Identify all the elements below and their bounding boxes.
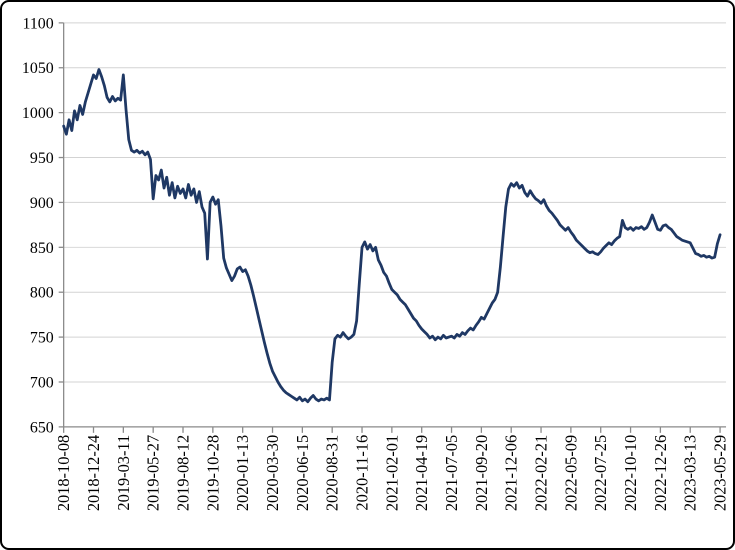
y-tick-label-750: 750: [30, 330, 54, 347]
y-axis-labels: 650 700 750 800 850 900 950 1000 1050 1100: [22, 15, 54, 436]
y-tick-label-850: 850: [30, 240, 54, 257]
x-tick-label-8: 2020-06-15: [293, 435, 312, 511]
x-tick-label-18: 2022-07-25: [591, 435, 610, 511]
x-tick-label-21: 2023-03-13: [681, 435, 700, 511]
y-tick-label-650: 650: [30, 419, 54, 436]
x-tick-label-22: 2023-05-29: [711, 435, 730, 511]
x-tick-label-6: 2020-01-13: [233, 435, 252, 511]
axes: [58, 22, 727, 433]
x-tick-label-9: 2020-08-31: [323, 435, 342, 511]
y-tick-label-900: 900: [30, 195, 54, 212]
data-series: [62, 68, 722, 404]
price-line: [62, 68, 722, 404]
x-tick-label-16: 2022-02-21: [532, 435, 551, 511]
x-tick-label-2: 2019-03-11: [114, 435, 133, 511]
x-tick-label-11: 2021-02-01: [382, 435, 401, 511]
x-tick-label-20: 2022-12-26: [651, 435, 670, 511]
y-tick-label-700: 700: [30, 374, 54, 391]
x-tick-label-10: 2020-11-16: [352, 435, 371, 511]
x-tick-label-4: 2019-08-12: [173, 435, 192, 511]
x-tick-label-14: 2021-09-20: [472, 435, 491, 511]
y-tick-label-1050: 1050: [22, 60, 54, 77]
y-tick-label-800: 800: [30, 285, 54, 302]
x-tick-label-7: 2020-03-30: [263, 435, 282, 511]
x-tick-label-3: 2019-05-27: [144, 435, 163, 511]
x-tick-label-5: 2019-10-28: [203, 435, 222, 511]
x-tick-label-1: 2018-12-24: [84, 435, 103, 511]
y-gridlines: [63, 22, 727, 383]
x-tick-label-0: 2018-10-08: [54, 435, 73, 511]
y-tick-label-1100: 1100: [23, 15, 54, 32]
x-axis-labels: 2018-10-08 2018-12-24 2019-03-11 2019-05-27…: [54, 435, 729, 511]
x-tick-label-19: 2022-10-10: [621, 435, 640, 511]
x-tick-label-17: 2022-05-09: [561, 435, 580, 511]
y-tick-label-1000: 1000: [22, 105, 54, 122]
x-tick-label-13: 2021-07-05: [442, 435, 461, 511]
y-tick-label-950: 950: [30, 150, 54, 167]
x-tick-label-15: 2021-12-06: [502, 435, 521, 511]
x-tick-label-12: 2021-04-19: [412, 435, 431, 511]
